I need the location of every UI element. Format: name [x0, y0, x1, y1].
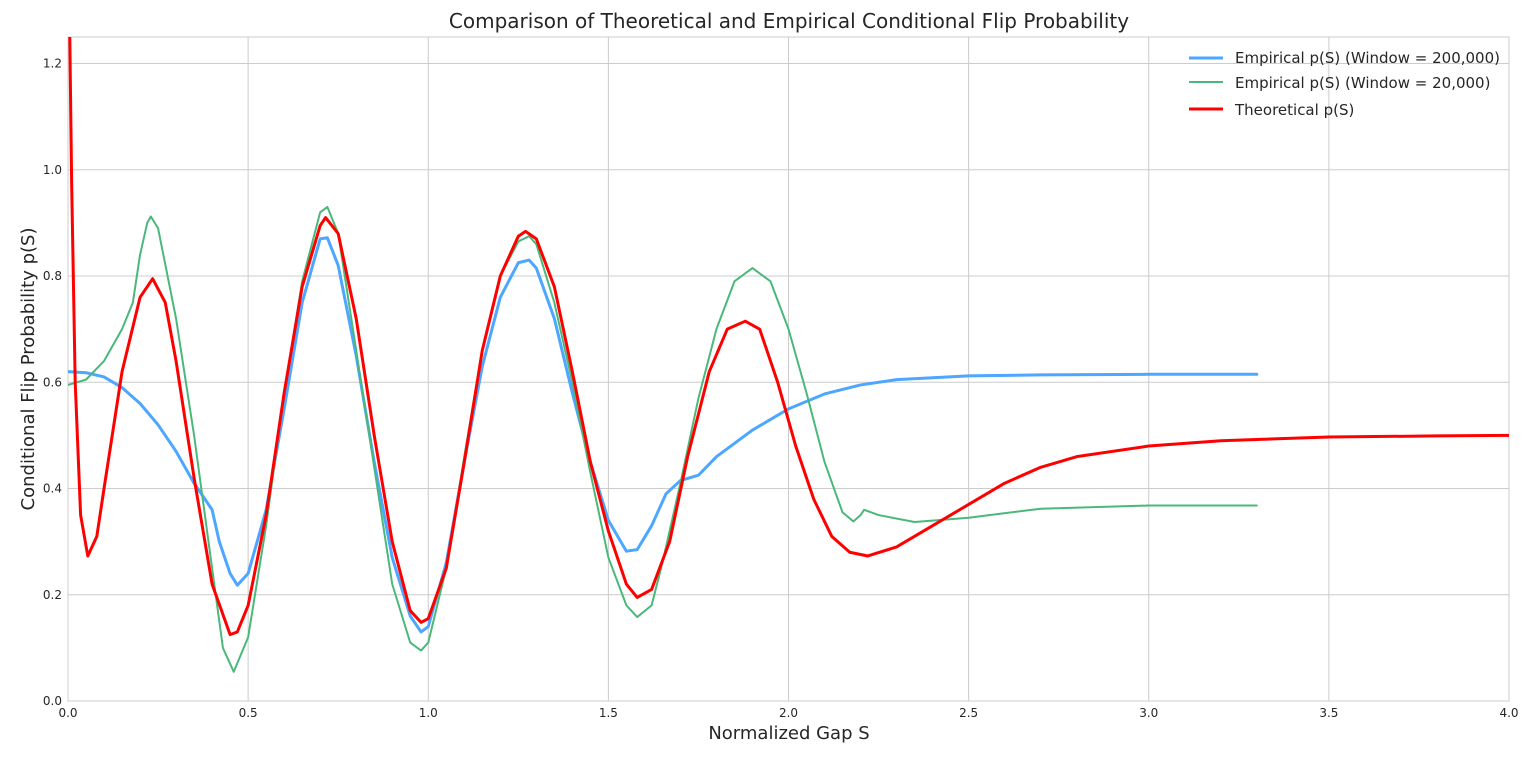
x-tick-label: 2.5: [959, 706, 978, 720]
grid: [67, 37, 1510, 702]
y-axis-ticks: 0.0 0.2 0.4 0.6 0.8 1.0 1.2: [43, 57, 62, 708]
x-tick-label: 0.5: [239, 706, 258, 720]
y-tick-label: 0.6: [43, 375, 62, 389]
plot-frame: [67, 36, 1510, 702]
y-axis-label: Conditional Flip Probability p(S): [18, 228, 39, 511]
legend-label-theoretical: Theoretical p(S): [1234, 101, 1354, 119]
x-tick-label: 0.0: [58, 706, 77, 720]
series-lines: [68, 37, 1509, 673]
chart-title: Comparison of Theoretical and Empirical …: [449, 9, 1129, 33]
y-tick-label: 0.2: [43, 588, 62, 602]
y-tick-label: 0.8: [43, 269, 62, 283]
series-line-2: [68, 37, 1509, 637]
x-tick-label: 1.5: [599, 706, 618, 720]
y-tick-label: 1.2: [43, 57, 62, 71]
x-tick-label: 1.0: [419, 706, 438, 720]
series-line-1: [68, 205, 1258, 673]
x-tick-label: 2.0: [779, 706, 798, 720]
x-tick-label: 3.0: [1139, 706, 1158, 720]
x-tick-label: 3.5: [1319, 706, 1338, 720]
y-tick-label: 0.0: [43, 694, 62, 708]
legend-label-empirical-20000: Empirical p(S) (Window = 20,000): [1235, 74, 1490, 92]
x-tick-label: 4.0: [1499, 706, 1518, 720]
x-axis-ticks: 0.0 0.5 1.0 1.5 2.0 2.5 3.0 3.5 4.0: [58, 706, 1518, 720]
series-line-0: [68, 236, 1259, 634]
x-axis-label: Normalized Gap S: [708, 723, 869, 744]
legend-label-empirical-200000: Empirical p(S) (Window = 200,000): [1235, 49, 1500, 67]
legend: Empirical p(S) (Window = 200,000) Empiri…: [1189, 49, 1500, 119]
y-tick-label: 1.0: [43, 163, 62, 177]
y-tick-label: 0.4: [43, 482, 62, 496]
